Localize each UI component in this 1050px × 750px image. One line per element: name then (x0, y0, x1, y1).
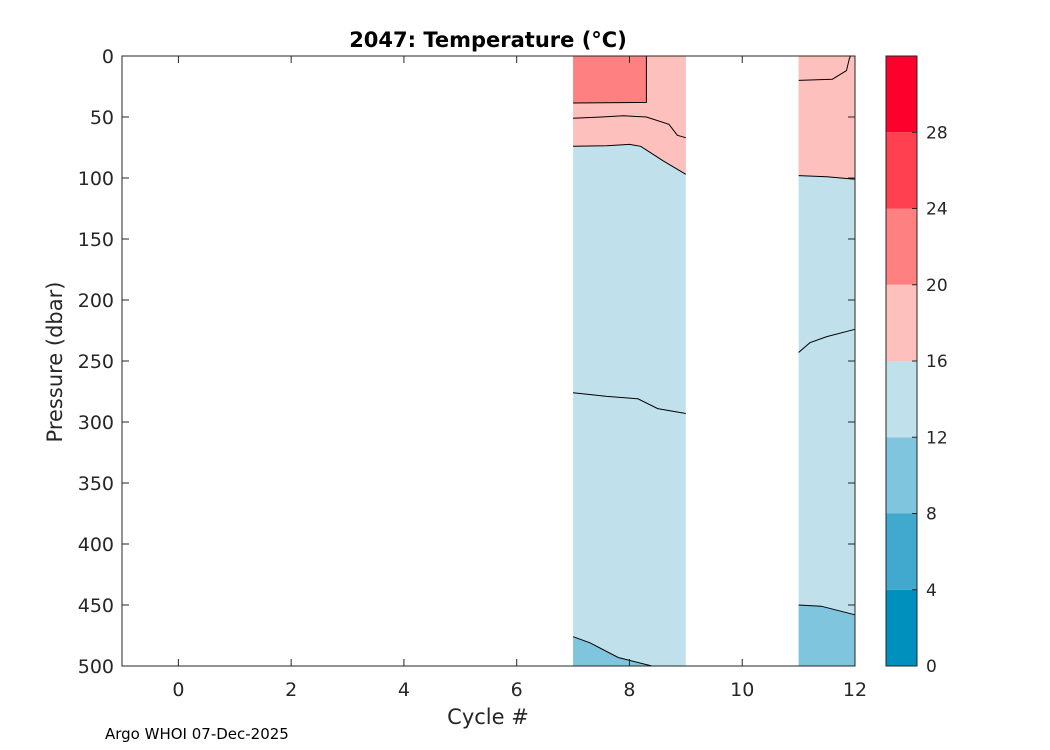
colorbar-tick-label: 16 (926, 352, 948, 372)
colorbar-segment (886, 208, 917, 285)
x-tick-label: 6 (511, 679, 523, 701)
y-tick-label: 350 (78, 473, 114, 495)
y-axis-label: Pressure (dbar) (43, 282, 67, 443)
y-tick-label: 400 (78, 534, 114, 556)
colorbar-segment (886, 132, 917, 209)
plot-area-fills (573, 56, 855, 666)
colorbar-tick-label: 20 (926, 276, 948, 296)
x-tick-label: 10 (730, 679, 754, 701)
colorbar-tick-label: 24 (926, 200, 948, 220)
contour-line (573, 115, 686, 139)
colorbar-segment (886, 56, 917, 133)
footer-credit: Argo WHOI 07-Dec-2025 (105, 725, 289, 743)
colorbar-segment (886, 361, 917, 438)
contour-line (798, 328, 856, 353)
contour-line (573, 56, 647, 104)
colorbar-tick-label: 0 (926, 657, 937, 677)
y-tick-label: 150 (78, 229, 114, 251)
colorbar-segment (886, 589, 917, 666)
x-tick-label: 4 (398, 679, 410, 701)
colorbar-tick-label: 4 (926, 581, 937, 601)
chart-title: 2047: Temperature (°C) (349, 28, 627, 52)
y-tick-label: 0 (102, 46, 114, 68)
x-tick-label: 12 (843, 679, 867, 701)
contour-line (798, 175, 856, 180)
colorbar-segment (886, 437, 917, 514)
contour-line (798, 604, 856, 616)
contour-line (572, 636, 653, 667)
y-tick-label: 500 (78, 656, 114, 678)
y-tick-label: 450 (78, 595, 114, 617)
colorbar: 0 4 8 12 16 20 24 28 (885, 55, 948, 677)
x-axis-label: Cycle # (447, 705, 529, 729)
contour-band-20-24-block1 (573, 56, 647, 103)
colorbar-tick-label: 12 (926, 428, 948, 448)
axes-frame (121, 55, 856, 667)
contour-line (798, 55, 851, 81)
colorbar-tick-label: 8 (926, 505, 937, 525)
y-tick-label: 50 (90, 107, 114, 129)
contour-band-16-20-block2 (798, 56, 855, 180)
axes: 0 2 4 6 8 10 12 0 50 100 150 200 250 300 350 400 450 500 (78, 46, 867, 701)
colorbar-tick-label: 28 (926, 123, 948, 143)
x-tick-label: 8 (623, 679, 635, 701)
contour-line (573, 143, 687, 175)
y-tick-label: 200 (78, 290, 114, 312)
x-tick-label: 0 (172, 679, 184, 701)
y-tick-label: 100 (78, 168, 114, 190)
y-tick-label: 300 (78, 412, 114, 434)
contour-band-8-12-block2 (798, 605, 855, 666)
y-tick-label: 250 (78, 351, 114, 373)
contour-line (573, 392, 686, 414)
contour-band-8-12-block1 (573, 636, 652, 666)
contour-band-12-16-block1 (573, 56, 686, 666)
colorbar-segment (886, 284, 917, 361)
contour-lines (572, 55, 856, 667)
x-tick-label: 2 (285, 679, 297, 701)
colorbar-segment (886, 513, 917, 590)
contour-band-12-16-block2 (798, 56, 855, 666)
